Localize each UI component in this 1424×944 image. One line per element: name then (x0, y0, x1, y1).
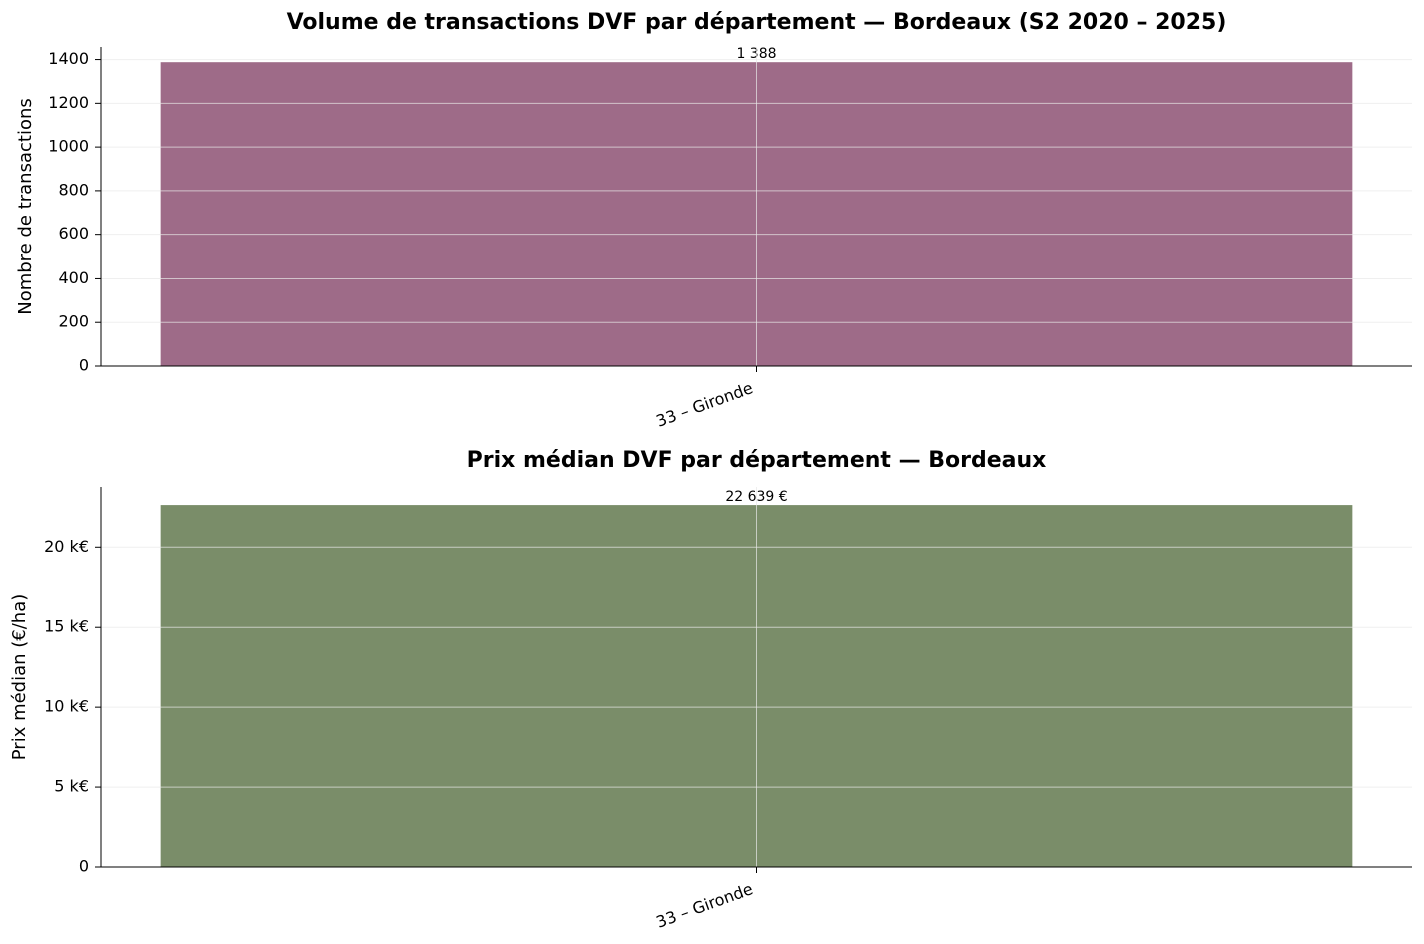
y-tick-label: 5 k€ (54, 777, 89, 796)
y-tick-label: 1400 (48, 49, 89, 68)
y-axis-label: Prix médian (€/ha) (9, 594, 30, 761)
y-axis-label: Nombre de transactions (15, 98, 36, 315)
y-tick-label: 0 (79, 857, 89, 876)
y-tick-label: 0 (79, 356, 89, 375)
y-tick-label: 1200 (48, 93, 89, 112)
y-tick-label: 20 k€ (44, 537, 89, 556)
y-tick-label: 800 (58, 180, 89, 199)
y-tick-label: 200 (58, 312, 89, 331)
y-tick-label: 600 (58, 224, 89, 243)
y-tick-label: 10 k€ (44, 697, 89, 716)
x-tick-label: 33 – Gironde (654, 879, 756, 932)
chart-title: Prix médian DVF par département — Bordea… (467, 448, 1047, 473)
x-tick-label: 33 – Gironde (654, 378, 756, 431)
chart-title: Volume de transactions DVF par départeme… (287, 10, 1227, 35)
y-tick-label: 15 k€ (44, 617, 89, 636)
y-tick-label: 400 (58, 268, 89, 287)
y-tick-label: 1000 (48, 137, 89, 156)
